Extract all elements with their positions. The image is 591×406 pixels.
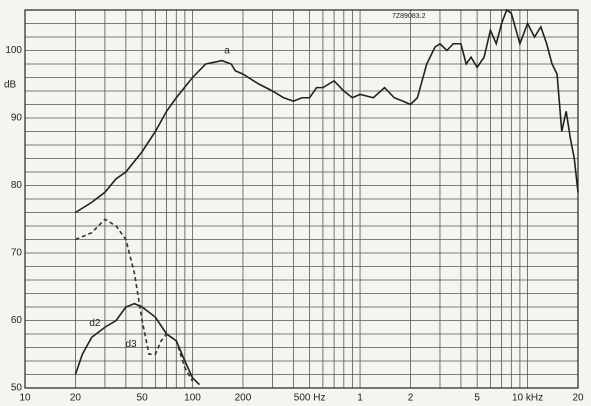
x-tick-label: 200: [235, 393, 252, 404]
x-tick-label: 10 kHz: [512, 393, 543, 404]
annotation: 7Z89083.2: [392, 13, 426, 20]
y-tick-label: 100: [5, 45, 22, 56]
x-tick-label: 2: [408, 393, 414, 404]
x-tick-label: 1: [357, 393, 363, 404]
y-tick-label: 60: [11, 315, 23, 326]
y-tick-label: 70: [11, 248, 23, 259]
series-label: d3: [125, 339, 137, 350]
x-tick-label: 5: [474, 393, 480, 404]
x-tick-label: 10: [19, 393, 31, 404]
series-label: a: [224, 45, 230, 56]
series-line: [75, 8, 579, 214]
y-tick-label: 90: [11, 113, 23, 124]
series-line: [74, 302, 201, 386]
x-tick-label: 20: [572, 393, 584, 404]
x-tick-label: 20: [70, 393, 82, 404]
y-tick-label: 80: [11, 180, 23, 191]
y-tick-label: 50: [11, 383, 23, 394]
series-line: [75, 218, 194, 382]
series-label: d2: [89, 318, 101, 329]
y-axis-label: dB: [4, 80, 17, 91]
x-tick-label: 50: [137, 393, 149, 404]
x-tick-label: 500 Hz: [294, 393, 326, 404]
plot-frame: [24, 9, 579, 389]
x-tick-label: 100: [184, 393, 201, 404]
